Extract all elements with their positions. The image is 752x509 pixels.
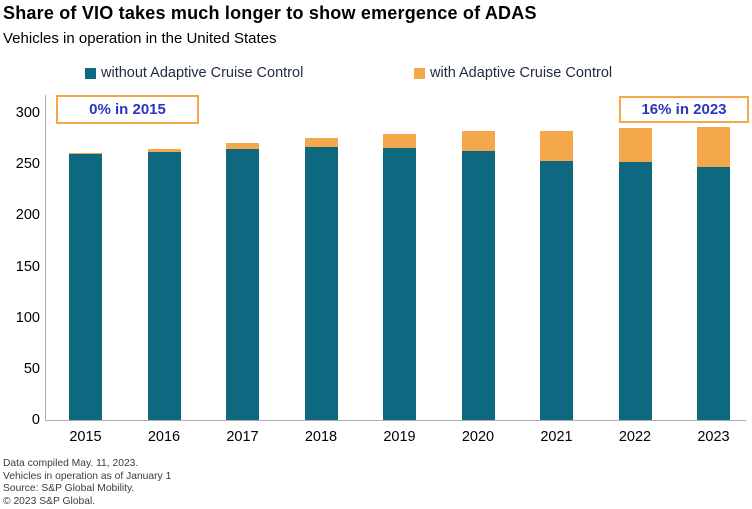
footnotes: Data compiled May. 11, 2023. Vehicles in… — [3, 458, 403, 508]
footnote-data-compiled: Data compiled May. 11, 2023. — [3, 458, 139, 469]
x-tick-label-2018: 2018 — [304, 429, 338, 445]
x-tick-label-2019: 2019 — [383, 429, 416, 445]
legend-swatch-orange-icon — [414, 67, 425, 79]
annotation-2023: 16% in 2023 — [619, 96, 749, 123]
bar-2020-with-acc — [461, 131, 495, 151]
bar-2023-with-acc — [697, 127, 730, 167]
y-tick-label: 100 — [15, 309, 40, 326]
bar-2021-without-acc — [540, 161, 573, 420]
bar-2015-without-acc — [69, 154, 102, 420]
x-tick-label-2016: 2016 — [147, 429, 181, 445]
chart-subtitle: Vehicles in operation in the United Stat… — [3, 30, 277, 47]
legend-item-without-acc: without Adaptive Cruise Control — [85, 63, 303, 83]
bar-2022-without-acc — [618, 162, 652, 420]
bar-2015-with-acc — [69, 153, 102, 154]
footnote-vio-note: Vehicles in operation as of January 1 — [3, 470, 172, 482]
legend-label-without-acc: without Adaptive Cruise Control — [101, 65, 304, 81]
legend-label-with-acc: with Adaptive Cruise Control — [430, 65, 613, 81]
annotation-2015: 0% in 2015 — [56, 95, 199, 124]
y-tick-label: 300 — [15, 105, 40, 121]
bar-2017-with-acc — [226, 143, 259, 149]
legend-swatch-teal-icon — [85, 67, 96, 79]
y-tick-label: 150 — [15, 258, 40, 275]
x-tick-label-2020: 2020 — [461, 429, 495, 445]
bar-2020-without-acc — [461, 151, 495, 420]
x-axis-line — [45, 420, 746, 421]
footnote-source: Source: S&P Global Mobility. — [3, 483, 135, 495]
bar-2017-without-acc — [226, 149, 259, 420]
y-tick-label: 250 — [15, 156, 40, 173]
y-tick-label: 0 — [31, 412, 40, 428]
y-tick-label: 50 — [23, 360, 40, 377]
bar-2016-without-acc — [147, 152, 181, 420]
bar-2022-with-acc — [618, 128, 652, 162]
bar-2023-without-acc — [697, 167, 730, 420]
x-tick-label-2021: 2021 — [540, 429, 573, 445]
bar-2019-with-acc — [383, 134, 416, 148]
bar-2018-without-acc — [304, 147, 338, 420]
x-tick-label-2017: 2017 — [226, 429, 259, 445]
x-tick-label-2022: 2022 — [618, 429, 652, 445]
bar-2016-with-acc — [147, 149, 181, 152]
legend-item-with-acc: with Adaptive Cruise Control — [414, 63, 612, 83]
x-tick-label-2023: 2023 — [697, 429, 730, 445]
bar-2021-with-acc — [540, 131, 573, 161]
y-axis-line — [45, 95, 46, 420]
bar-2019-without-acc — [383, 148, 416, 420]
chart-title: Share of VIO takes much longer to show e… — [3, 3, 537, 23]
footnote-copyright: © 2023 S&P Global. — [3, 495, 96, 507]
x-tick-label-2015: 2015 — [69, 429, 102, 445]
y-tick-label: 200 — [15, 207, 40, 224]
bar-2018-with-acc — [304, 138, 338, 147]
